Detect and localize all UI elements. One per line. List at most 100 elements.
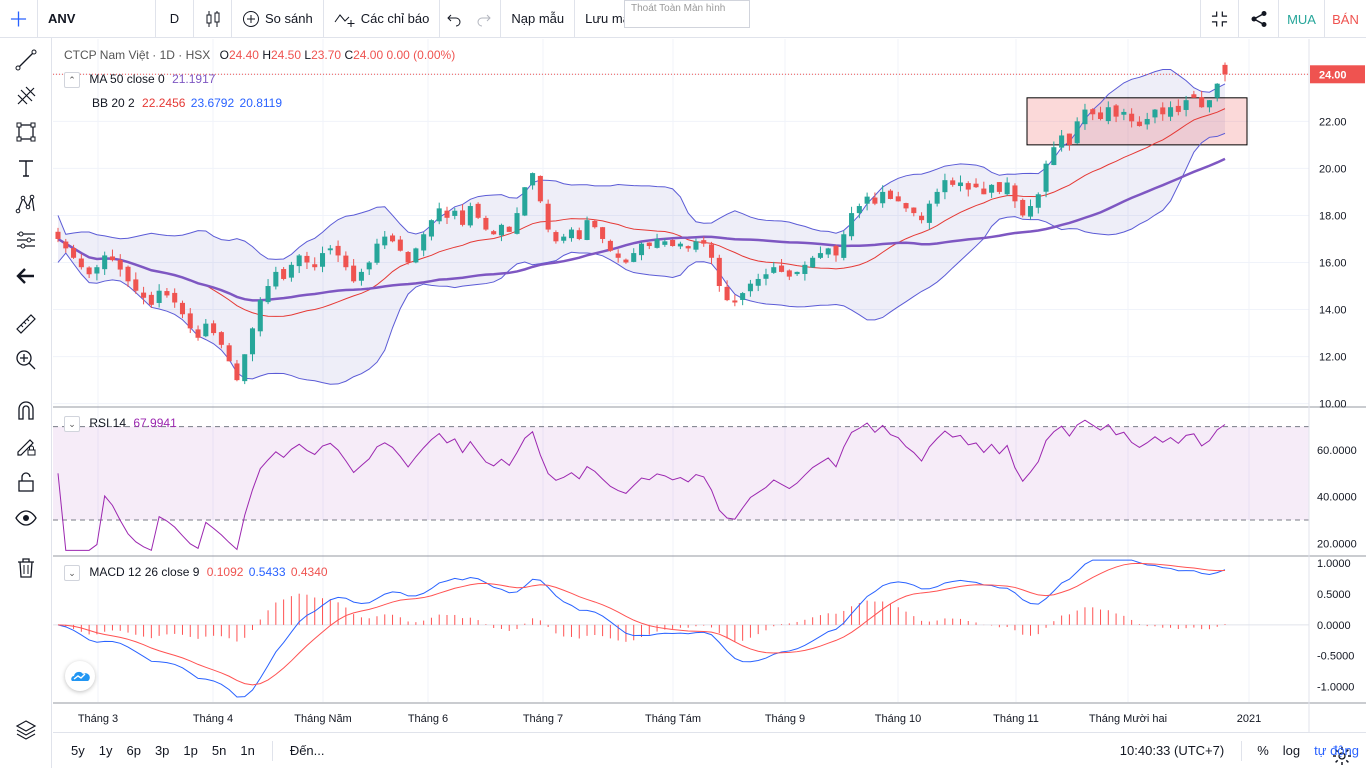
candle xyxy=(1012,183,1018,208)
candle xyxy=(965,181,971,197)
zoom-tool[interactable] xyxy=(10,344,42,376)
remove-drawings-tool[interactable] xyxy=(10,552,42,584)
range-1y[interactable]: 1y xyxy=(98,743,113,758)
ma-label: MA 50 close 0 xyxy=(89,72,165,87)
undo-button[interactable] xyxy=(440,0,468,38)
range-5y[interactable]: 5y xyxy=(71,743,85,758)
candle-body xyxy=(273,271,279,287)
candle-body xyxy=(1059,135,1065,148)
candle-body xyxy=(1199,97,1205,108)
candle-body xyxy=(950,180,956,185)
candle-body xyxy=(133,279,139,291)
candle xyxy=(234,359,240,382)
share-button[interactable] xyxy=(1238,0,1278,38)
candle-body xyxy=(919,215,925,221)
rsi-collapse-button[interactable]: ⌄ xyxy=(64,416,80,432)
range-6m[interactable]: 6p xyxy=(126,743,141,758)
crosshair-menu-button[interactable] xyxy=(0,0,38,38)
lock-all-tool[interactable] xyxy=(10,466,42,498)
chart-type-button[interactable] xyxy=(194,0,232,38)
eye-icon xyxy=(15,510,37,526)
macd-legend[interactable]: ⌄ MACD 12 26 close 9 0.1092 0.5433 0.434… xyxy=(64,565,328,581)
measure-tool[interactable] xyxy=(10,308,42,340)
compare-button[interactable]: So sánh xyxy=(232,0,324,38)
interval-button[interactable]: D xyxy=(156,0,194,38)
candle-body xyxy=(981,188,987,195)
indicators-button[interactable]: Các chỉ báo xyxy=(324,0,441,38)
range-3m[interactable]: 3p xyxy=(154,743,170,758)
tv-logo[interactable] xyxy=(65,661,95,691)
goto-date-button[interactable]: Đến... xyxy=(289,743,325,758)
candle-body xyxy=(78,258,84,268)
candle xyxy=(1222,62,1228,82)
percent-toggle[interactable]: % xyxy=(1257,743,1269,758)
time-tick-label: Tháng Tám xyxy=(645,713,701,725)
sell-button[interactable]: BÁN xyxy=(1324,0,1366,38)
candle xyxy=(506,226,512,233)
candle xyxy=(1059,129,1065,152)
rsi-tick-label: 60.0000 xyxy=(1317,445,1357,457)
prediction-tool[interactable] xyxy=(10,224,42,256)
candle-body xyxy=(1222,64,1228,75)
candle-body xyxy=(1043,163,1049,192)
redo-button[interactable] xyxy=(468,0,502,38)
range-5d[interactable]: 5n xyxy=(211,743,227,758)
candle-body xyxy=(351,265,357,282)
buy-button[interactable]: MUA xyxy=(1278,0,1324,38)
symbol-search-button[interactable]: ANV xyxy=(38,0,156,38)
chart-canvas[interactable]: 24.00 22.00 20.00 18.00 16.00 14.00 12.00 10.00… xyxy=(53,39,1366,733)
rectangle-tool[interactable] xyxy=(10,116,42,148)
load-layout-button[interactable]: Nạp mẫu xyxy=(501,0,576,38)
candle-body xyxy=(218,332,224,345)
hide-drawings-tool[interactable] xyxy=(10,502,42,534)
layers-icon xyxy=(15,720,37,740)
chart-area[interactable]: 24.00 22.00 20.00 18.00 16.00 14.00 12.00 10.00… xyxy=(53,39,1366,768)
macd-collapse-button[interactable]: ⌄ xyxy=(64,565,80,581)
rsi-legend[interactable]: ⌄ RSI 14 67.9941 xyxy=(64,416,177,432)
candle xyxy=(1183,95,1189,117)
text-tool[interactable] xyxy=(10,152,42,184)
bb-mid-line xyxy=(57,108,1226,317)
fib-tool[interactable] xyxy=(10,80,42,112)
candle xyxy=(545,199,551,233)
candle-body xyxy=(358,271,364,281)
candle-body xyxy=(296,255,302,267)
candle xyxy=(654,233,660,249)
settings-gear-icon[interactable] xyxy=(1332,746,1352,766)
macd-pane xyxy=(53,559,1309,698)
fullscreen-button[interactable] xyxy=(1200,0,1238,38)
fullscreen-exit-icon xyxy=(1211,11,1228,27)
time-tick-label: Tháng 7 xyxy=(523,713,563,725)
candle xyxy=(1105,101,1111,125)
back-button[interactable] xyxy=(10,260,42,292)
candle xyxy=(133,272,139,294)
auto-scale-toggle[interactable]: tự động xyxy=(1314,743,1359,758)
candle xyxy=(491,229,497,235)
trend-line-tool[interactable] xyxy=(10,44,42,76)
clock[interactable]: 10:40:33 (UTC+7) xyxy=(1119,743,1225,758)
time-tick-label: Tháng 6 xyxy=(408,713,448,725)
candle-body xyxy=(249,328,256,355)
candle-body xyxy=(460,210,466,225)
candle-body xyxy=(86,267,92,275)
ma-legend[interactable]: ⌃ MA 50 close 0 21.1917 xyxy=(64,72,215,88)
bb-legend[interactable]: BB 20 2 22.2456 23.6792 20.8119 xyxy=(92,96,282,110)
magnet-tool[interactable] xyxy=(10,394,42,426)
candle xyxy=(786,269,792,281)
candle-body xyxy=(117,259,123,270)
candle-body xyxy=(872,197,878,204)
arrow-left-icon xyxy=(16,268,34,284)
candle-body xyxy=(600,227,606,239)
candle xyxy=(1051,141,1057,166)
range-1m[interactable]: 1p xyxy=(183,743,198,758)
candle-body xyxy=(670,239,676,247)
range-1d[interactable]: 1n xyxy=(240,743,255,758)
candle-body xyxy=(397,239,403,251)
candle xyxy=(436,202,442,225)
pattern-tool[interactable] xyxy=(10,188,42,220)
log-toggle[interactable]: log xyxy=(1282,743,1301,758)
object-tree-button[interactable] xyxy=(10,714,42,746)
main-legend: CTCP Nam Việt · 1D · HSX O24.40 H24.50 L… xyxy=(64,48,455,62)
collapse-legend-button[interactable]: ⌃ xyxy=(64,72,80,88)
lock-drawing-tool[interactable] xyxy=(10,430,42,462)
